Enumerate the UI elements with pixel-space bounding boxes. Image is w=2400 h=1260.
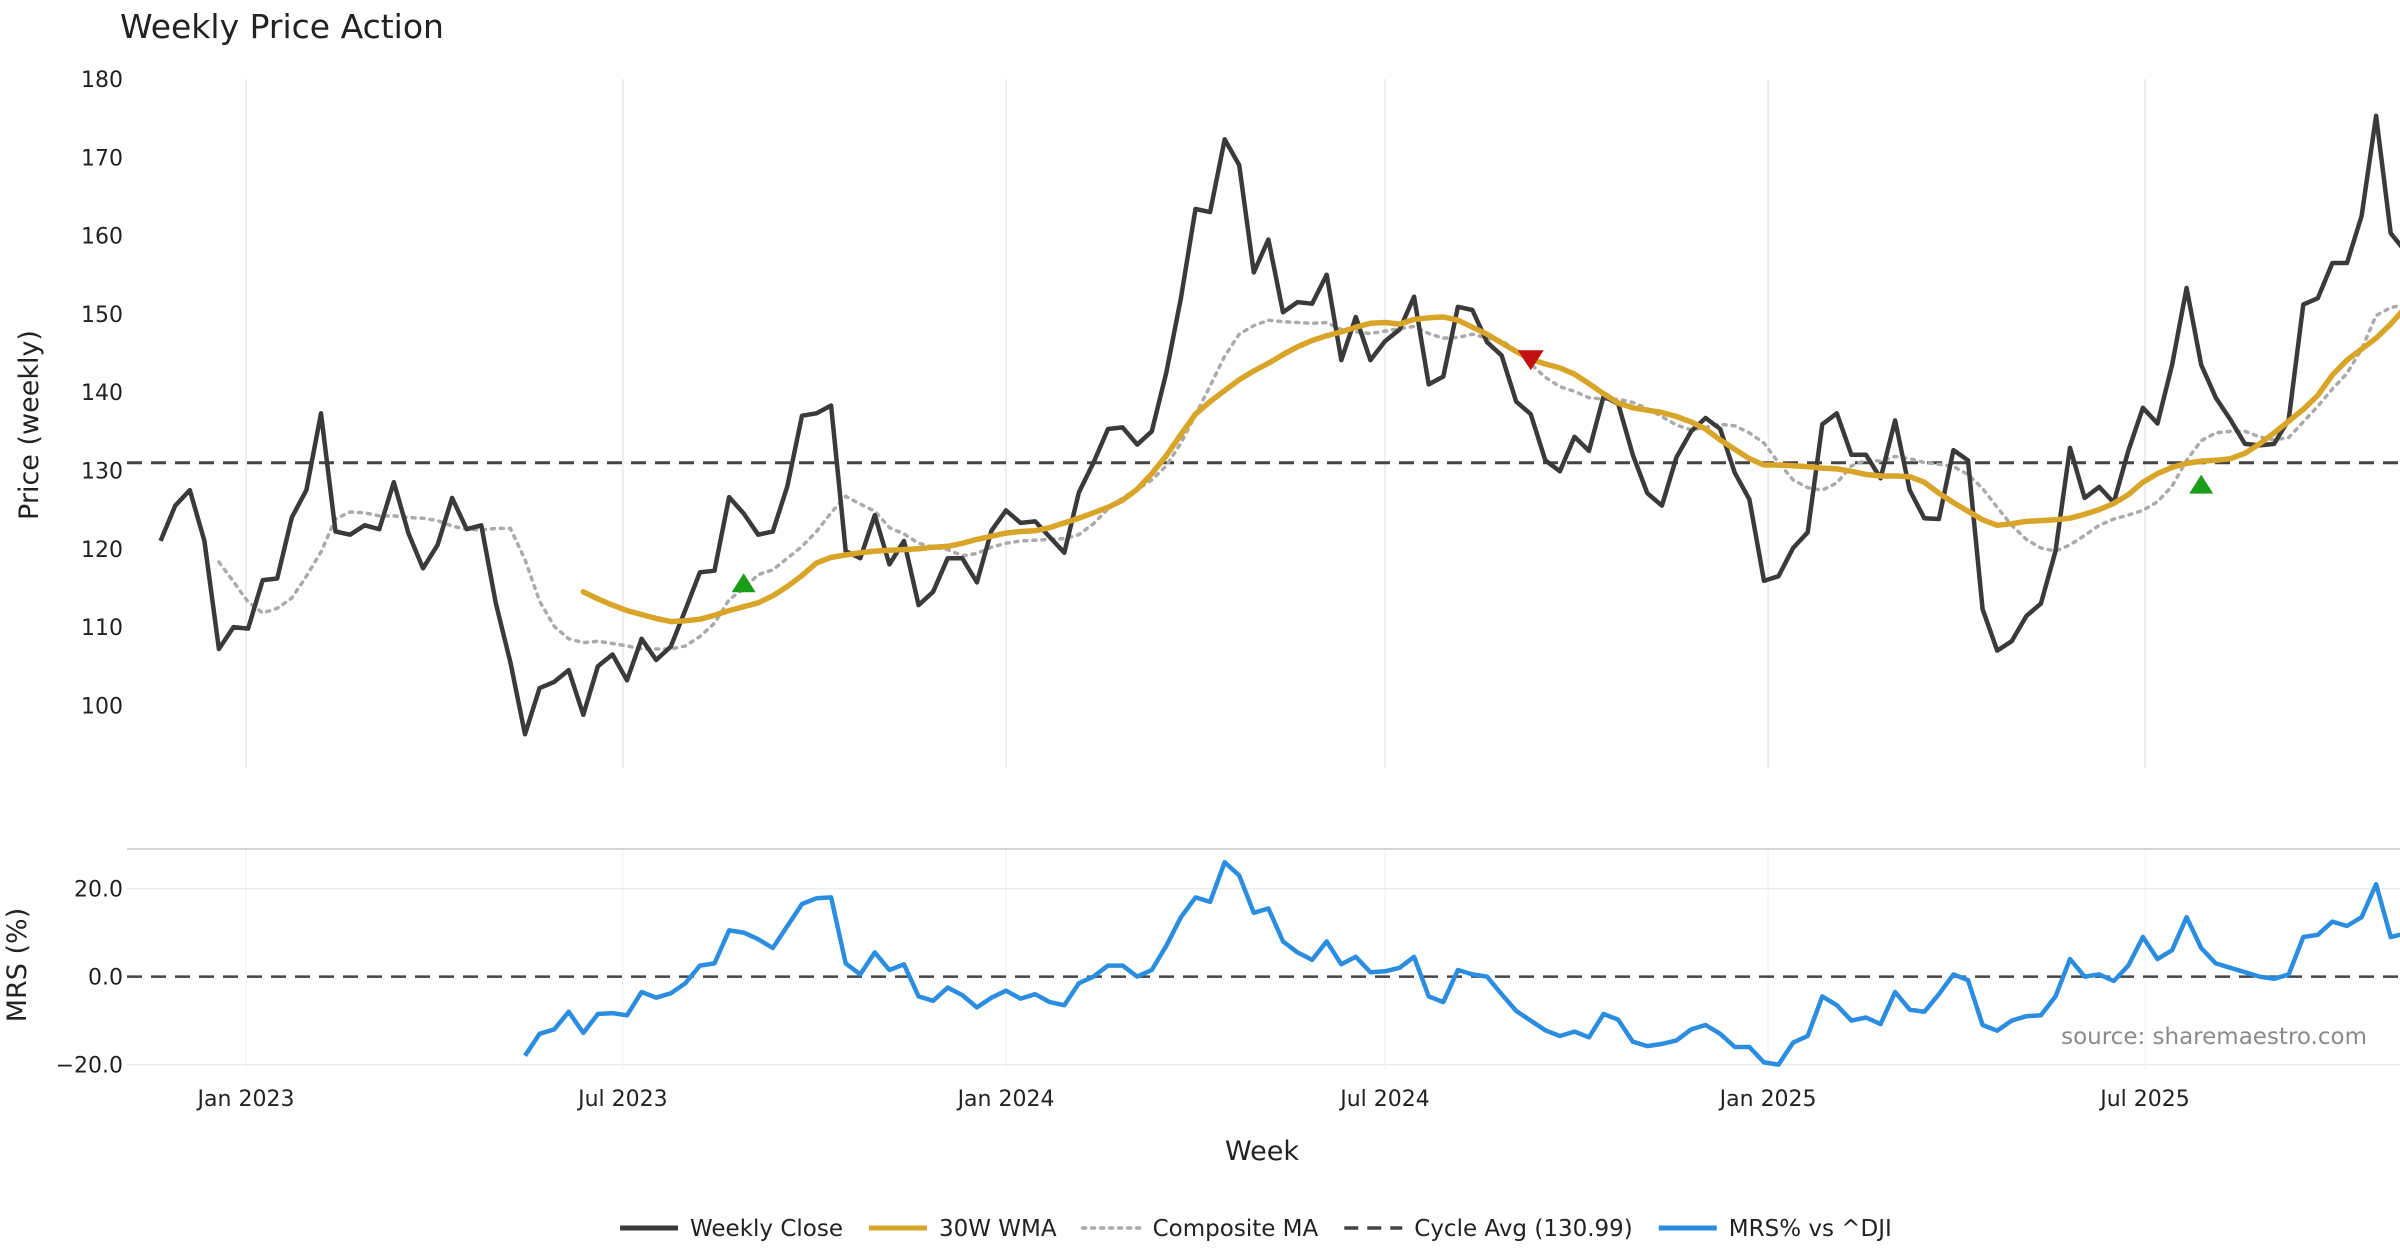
price-y-tick-label: 160 — [81, 225, 123, 250]
grid — [127, 79, 2400, 1069]
source-note: source: sharemaestro.com — [2061, 1024, 2367, 1050]
chart-title: Weekly Price Action — [120, 7, 444, 46]
legend-item: Composite MA — [1080, 1216, 1319, 1242]
x-tick-label: Jul 2025 — [2098, 1087, 2190, 1112]
price-ylabel: Price (weekly) — [14, 330, 45, 520]
legend-item: Cycle Avg (130.99) — [1344, 1216, 1633, 1242]
price-y-tick-label: 150 — [81, 303, 123, 328]
price-y-tick-label: 180 — [81, 68, 123, 93]
buy-signal-marker — [2189, 474, 2214, 494]
mrs-panel — [127, 859, 2400, 1067]
legend-label: Weekly Close — [690, 1216, 843, 1242]
x-tick-label: Jul 2023 — [576, 1087, 668, 1112]
sell-signal-marker — [1517, 350, 1544, 371]
tick-labels: Jan 2023 Jul 2023 Jan 2024 Jul 2024 Jan 2025… — [56, 68, 2190, 1112]
buy-signal-marker — [731, 573, 756, 593]
mrs-line — [523, 859, 2400, 1067]
price-panel — [127, 113, 2400, 737]
price-y-tick-label: 130 — [81, 459, 123, 484]
x-axis-label: Week — [1225, 1136, 1299, 1167]
legend: Weekly Close 30W WMA Composite MA Cycle Avg… — [620, 1216, 1892, 1242]
weekly-close-line — [158, 113, 2400, 737]
x-tick-label: Jan 2023 — [196, 1087, 295, 1112]
x-tick-label: Jan 2024 — [956, 1087, 1055, 1112]
price-y-tick-label: 110 — [81, 616, 123, 641]
legend-label: Cycle Avg (130.99) — [1414, 1216, 1633, 1242]
legend-item: MRS% vs ^DJI — [1658, 1216, 1892, 1242]
x-tick-label: Jul 2024 — [1338, 1087, 1430, 1112]
price-y-tick-label: 170 — [81, 146, 123, 171]
legend-item: Weekly Close — [620, 1216, 843, 1242]
price-y-tick-label: 140 — [81, 381, 123, 406]
legend-label: MRS% vs ^DJI — [1729, 1216, 1892, 1242]
mrs-y-tick-label: 0.0 — [88, 966, 123, 991]
legend-label: 30W WMA — [939, 1216, 1057, 1242]
price-y-tick-label: 100 — [81, 694, 123, 719]
x-tick-label: Jan 2025 — [1718, 1087, 1817, 1112]
mrs-ylabel: MRS (%) — [2, 908, 33, 1023]
price-y-tick-label: 120 — [81, 538, 123, 563]
legend-label: Composite MA — [1153, 1216, 1319, 1242]
legend-item: 30W WMA — [868, 1216, 1057, 1242]
wma-30w-line — [580, 309, 2400, 625]
mrs-y-tick-label: −20.0 — [56, 1054, 123, 1079]
mrs-y-tick-label: 20.0 — [74, 878, 123, 903]
